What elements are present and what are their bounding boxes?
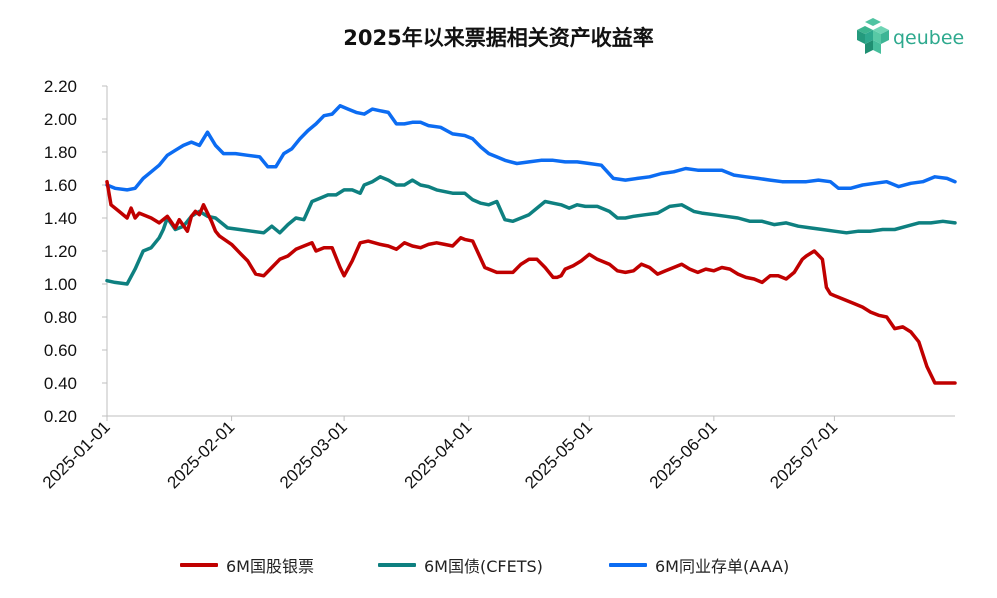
series-line-tongye-cundan [105, 104, 957, 192]
legend-item-tongye-cundan: 6M同业存单(AAA) [609, 552, 789, 578]
chart-lines [105, 104, 957, 385]
y-axis-ticks: 0.20 0.40 0.60 0.80 1.00 1.20 1.40 1.60 1.80 2.00… [44, 77, 107, 426]
qeubee-logo: qeubee [855, 18, 975, 60]
logo-text: qeubee [893, 27, 965, 49]
legend-label: 6M国债(CFETS) [424, 557, 543, 576]
legend-item-guozhai: 6M国债(CFETS) [378, 552, 543, 578]
x-tick-label: 2025-06-01 [646, 417, 721, 492]
x-axis-ticks: 2025-01-01 2025-02-01 2025-03-01 2025-04-01… [39, 416, 841, 492]
legend-label: 6M同业存单(AAA) [655, 557, 790, 576]
y-tick-label: 1.40 [44, 209, 77, 228]
x-tick-label: 2025-07-01 [766, 417, 841, 492]
chart-axes [106, 86, 955, 417]
x-tick-label: 2025-03-01 [276, 417, 351, 492]
legend-swatch [609, 563, 647, 567]
y-tick-label: 1.60 [44, 176, 77, 195]
series-line-guozhai [105, 175, 957, 286]
hexagon-cube-icon [857, 18, 889, 54]
y-tick-label: 2.20 [44, 77, 77, 96]
x-tick-label: 2025-01-01 [39, 417, 114, 492]
chart-legend: 6M国股银票 6M国债(CFETS) 6M同业存单(AAA) [0, 552, 997, 578]
x-tick-label: 2025-05-01 [521, 417, 596, 492]
series-line-guogu-yinpiao [105, 179, 957, 385]
y-tick-label: 2.00 [44, 110, 77, 129]
y-tick-label: 0.20 [44, 407, 77, 426]
legend-label: 6M国股银票 [226, 557, 314, 576]
x-tick-label: 2025-02-01 [163, 417, 238, 492]
chart-title: 2025年以来票据相关资产收益率 [343, 26, 654, 50]
y-tick-label: 0.40 [44, 374, 77, 393]
y-tick-label: 0.60 [44, 341, 77, 360]
x-tick-label: 2025-04-01 [401, 417, 476, 492]
legend-item-guogu-yinpiao: 6M国股银票 [180, 552, 314, 578]
y-tick-label: 1.20 [44, 242, 77, 261]
legend-swatch [378, 563, 416, 567]
y-tick-label: 1.80 [44, 143, 77, 162]
y-tick-label: 0.80 [44, 308, 77, 327]
y-tick-label: 1.00 [44, 275, 77, 294]
legend-swatch [180, 563, 218, 567]
